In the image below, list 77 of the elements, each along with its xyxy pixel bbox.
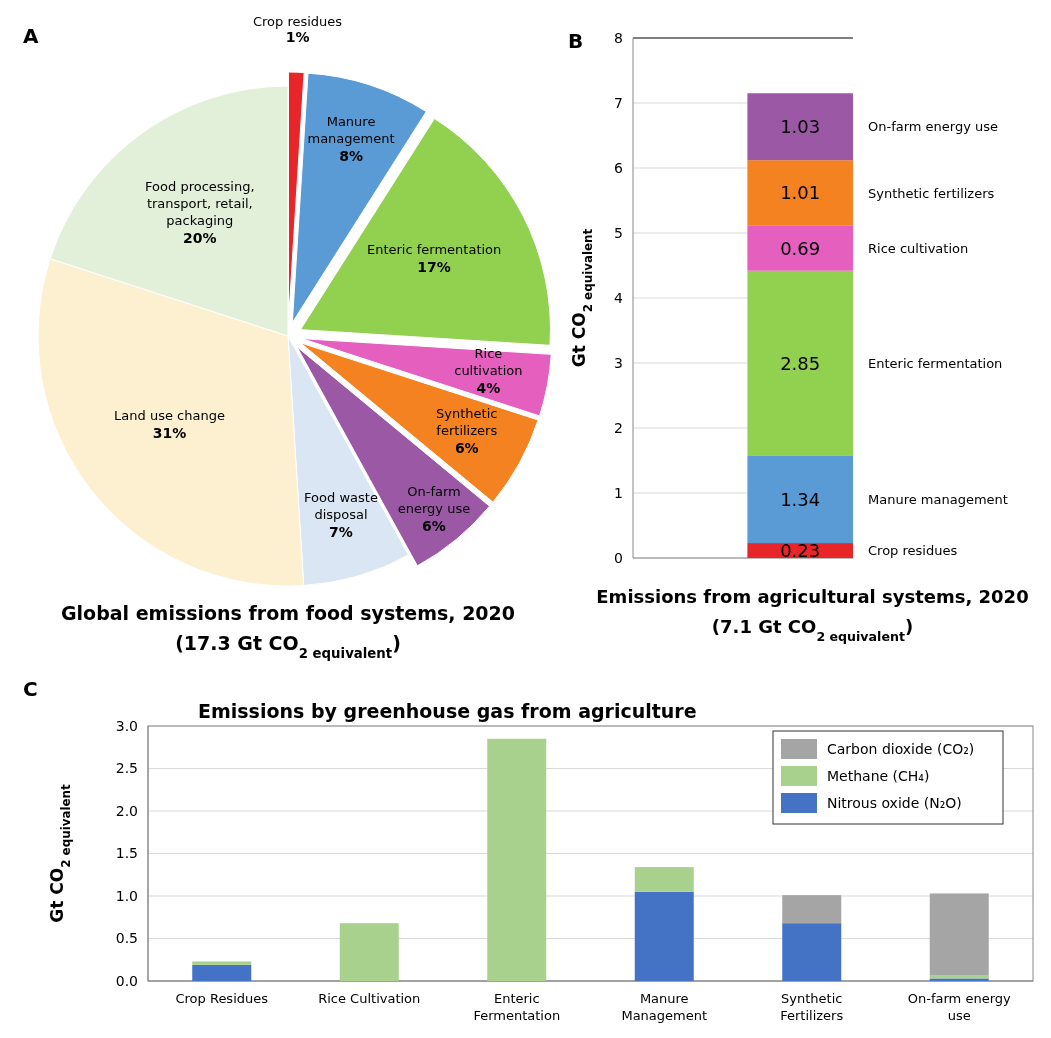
x-tick-label: Manure Management [621,991,708,1023]
bar [634,891,694,981]
series-label: On-farm energy use [868,119,999,135]
data-label: 7% [329,524,353,541]
text: (17.3 Gt CO$_{2 equivalent}$) [175,632,401,661]
x-tick-label: Crop Residues [175,991,269,1006]
text: C [23,677,38,701]
x-tick-label: Rice Cultivation [318,991,421,1006]
data-label: 0.23 [780,539,821,561]
y-tick-label: 2.0 [115,802,138,819]
x-tick-label: Synthetic Fertilizers [780,991,844,1023]
legend-label: Carbon dioxide (CO₂) [827,740,975,757]
bar [782,923,842,981]
y-tick-label: 0.0 [115,972,138,989]
data-label: 2.85 [780,352,821,374]
bar [634,867,694,892]
text: (7.1 Gt CO$_{2 equivalent}$) [711,616,914,644]
x-tick-label: On-farm energy use [907,991,1012,1023]
y-tick-label: 1 [614,484,623,501]
bar [192,961,252,965]
y-tick-label: 0.5 [115,930,138,947]
bar [747,270,853,456]
series-label: Rice cultivation [868,240,969,256]
y-tick-label: 4 [614,289,624,306]
y-tick-label: 3.0 [115,717,138,734]
slice-label: Enteric fermentation [366,241,502,257]
y-tick-label: 3 [614,354,623,371]
data-label: 1.01 [780,182,821,204]
y-tick-label: 5 [614,224,623,241]
text: Emissions from agricultural systems, 2020 [596,586,1029,607]
data-label: 17% [417,258,451,275]
y-tick-label: 2.5 [115,760,138,777]
series-label: Enteric fermentation [868,355,1003,371]
slice-label: Rice cultivation [454,346,523,379]
data-label: 0.69 [780,237,821,259]
bar [747,160,853,226]
data-label: 6% [454,440,479,457]
chart-title: Emissions by greenhouse gas from agriculture [198,700,697,722]
series-label: Synthetic fertilizers [868,185,995,201]
bar [747,225,853,271]
y-tick-label: 8 [614,29,623,46]
bar [747,455,853,544]
slice-label: Land use change [114,407,225,423]
slice-label: Food waste disposal [304,490,378,523]
data-label: 6% [422,518,446,535]
series-label: Crop residues [868,543,958,559]
data-label: 20% [183,229,217,246]
slice-label: On-farm energy use [397,484,471,517]
text: B [568,29,584,53]
bar [747,93,853,161]
text: Global emissions from food systems, 2020 [60,602,516,624]
y-tick-label: 1.5 [115,845,138,862]
y-tick-label: 1.0 [115,887,138,904]
y-tick-label: 7 [614,94,623,111]
data-label: 31% [152,424,187,441]
data-label: 1.34 [780,488,821,510]
legend-label: Nitrous oxide (N₂O) [827,794,962,811]
slice-label: Synthetic fertilizers [436,406,498,439]
data-label: 4% [476,380,501,397]
bar [339,923,399,981]
x-tick-label: Enteric Fermentation [473,991,561,1023]
slice-label: Manure management [307,113,395,146]
series-label: Manure management [868,492,1008,508]
bar [929,893,989,976]
slice-label: Food processing, transport, retail, packaging [145,178,255,228]
bar [487,738,547,981]
bar [782,895,842,924]
legend-label: Methane (CH₄) [827,767,930,784]
slice-label: Crop residues [252,14,343,30]
data-label: 1.03 [780,116,821,138]
text: A [23,24,39,48]
bar [192,964,252,981]
y-tick-label: 6 [614,159,624,176]
data-label: 8% [339,147,363,164]
y-tick-label: 0 [614,549,623,566]
y-tick-label: 2 [614,419,623,436]
data-label: 1% [285,29,310,46]
